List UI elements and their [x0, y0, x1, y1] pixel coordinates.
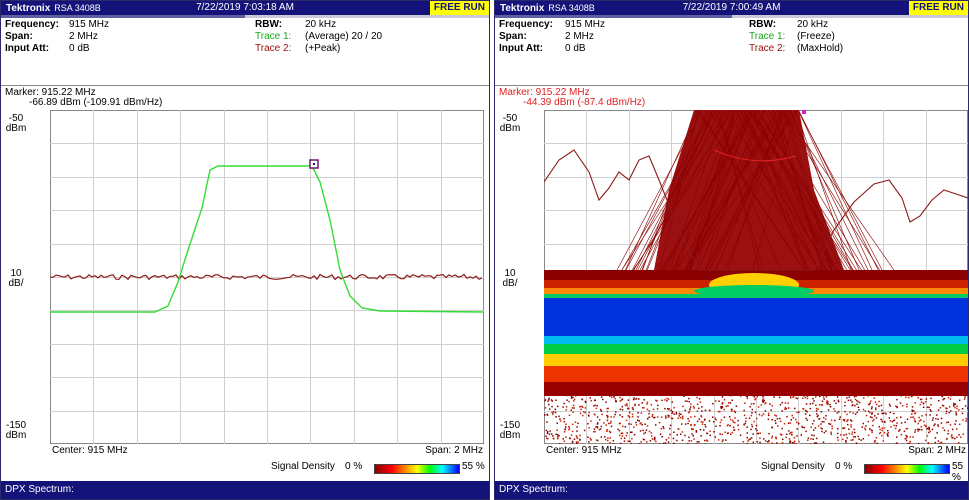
- footer-bar: DPX Spectrum:: [1, 481, 489, 499]
- mid-scale: 10 dB/: [502, 268, 518, 289]
- density-label: Signal Density: [761, 461, 825, 472]
- density-color-bar: [864, 464, 950, 474]
- rbw-value[interactable]: 20 kHz: [797, 19, 829, 30]
- spectrum-panel-right: Tektronix RSA 3408B 7/22/2019 7:00:49 AM …: [494, 0, 969, 500]
- rbw-value[interactable]: 20 kHz: [305, 19, 337, 30]
- center-frequency-text: Center: 915 MHz: [546, 445, 622, 456]
- trace1-label: Trace 1:: [255, 31, 292, 42]
- marker-readout: Marker: 915.22 MHz -44.39 dBm (-87.4 dBm…: [495, 85, 968, 110]
- trace1-value[interactable]: (Average) 20 / 20: [305, 31, 383, 42]
- trace2-value[interactable]: (MaxHold): [797, 43, 844, 54]
- span-value[interactable]: 2 MHz: [565, 31, 594, 42]
- footer-bar: DPX Spectrum:: [495, 481, 968, 499]
- input-att-label: Input Att:: [5, 43, 50, 54]
- frequency-label: Frequency:: [499, 19, 553, 30]
- density-min: 0 %: [345, 461, 363, 472]
- frequency-axis-row: Center: 915 MHz Span: 2 MHz: [495, 445, 968, 459]
- settings-block: Frequency: 915 MHz Span: 2 MHz Input Att…: [1, 19, 489, 109]
- marker-readout: Marker: 915.22 MHz -66.89 dBm (-109.91 d…: [1, 85, 489, 110]
- center-frequency-text: Center: 915 MHz: [52, 445, 128, 456]
- span-label: Span:: [499, 31, 527, 42]
- title-bar: Tektronix RSA 3408B 7/22/2019 7:03:18 AM …: [1, 1, 489, 15]
- trace2-value[interactable]: (+Peak): [305, 43, 341, 54]
- marker-frequency: Marker: 915.22 MHz: [5, 87, 96, 98]
- model-name: RSA 3408B: [54, 3, 101, 13]
- signal-density-legend: Signal Density 0 % 55 %: [495, 461, 968, 483]
- rbw-label: RBW:: [749, 19, 777, 30]
- model-name: RSA 3408B: [548, 3, 595, 13]
- acquisition-progress: [495, 15, 968, 18]
- run-mode-badge[interactable]: FREE RUN: [908, 1, 968, 15]
- density-label: Signal Density: [271, 461, 335, 472]
- top-scale: -50 dBm: [499, 113, 521, 134]
- marker-level: -66.89 dBm (-109.91 dBm/Hz): [29, 97, 163, 108]
- input-att-value[interactable]: 0 dB: [565, 43, 586, 54]
- run-mode-badge[interactable]: FREE RUN: [429, 1, 489, 15]
- trace2-label: Trace 2:: [749, 43, 786, 54]
- timestamp: 7/22/2019 7:03:18 AM: [196, 2, 294, 13]
- dpx-density-display: [544, 110, 968, 444]
- top-scale: -50 dBm: [5, 113, 27, 134]
- marker-dot: [313, 163, 315, 165]
- trace2-label: Trace 2:: [255, 43, 292, 54]
- signal-density-legend: Signal Density 0 % 55 %: [1, 461, 489, 477]
- density-min: 0 %: [835, 461, 853, 472]
- density-max: 55 %: [952, 461, 964, 483]
- brand: Tektronix RSA 3408B: [6, 3, 101, 14]
- frequency-value[interactable]: 915 MHz: [69, 19, 110, 30]
- span-text: Span: 2 MHz: [908, 445, 966, 456]
- freeze-trace-segment: [713, 149, 797, 162]
- marker-level: -44.39 dBm (-87.4 dBm/Hz): [523, 97, 646, 108]
- frequency-value[interactable]: 915 MHz: [565, 19, 606, 30]
- maxhold-trace: [544, 149, 968, 271]
- input-att-value[interactable]: 0 dB: [69, 43, 90, 54]
- spectrum-graticule: [50, 110, 484, 444]
- spectrum-panel-left: Tektronix RSA 3408B 7/22/2019 7:03:18 AM …: [0, 0, 490, 500]
- average-trace: [50, 165, 484, 313]
- marker-square-icon[interactable]: [802, 110, 806, 114]
- settings-block: Frequency: 915 MHz Span: 2 MHz Input Att…: [495, 19, 968, 109]
- trace1-value[interactable]: (Freeze): [797, 31, 835, 42]
- title-bar: Tektronix RSA 3408B 7/22/2019 7:00:49 AM …: [495, 1, 968, 15]
- mid-scale: 10 dB/: [8, 268, 24, 289]
- span-text: Span: 2 MHz: [425, 445, 483, 456]
- marker-frequency: Marker: 915.22 MHz: [499, 87, 590, 98]
- dpx-spectrum-plot[interactable]: [544, 110, 968, 444]
- frequency-axis-row: Center: 915 MHz Span: 2 MHz: [1, 445, 489, 459]
- spectrum-plot[interactable]: [50, 110, 484, 444]
- peak-trace: [50, 273, 483, 281]
- bottom-scale: -150 dBm: [499, 420, 521, 441]
- input-att-label: Input Att:: [499, 43, 544, 54]
- span-value[interactable]: 2 MHz: [69, 31, 98, 42]
- timestamp: 7/22/2019 7:00:49 AM: [682, 2, 781, 13]
- brand: Tektronix RSA 3408B: [500, 3, 595, 14]
- frequency-label: Frequency:: [5, 19, 59, 30]
- bottom-scale: -150 dBm: [5, 420, 27, 441]
- density-max: 55 %: [462, 461, 485, 472]
- density-color-bar: [374, 464, 460, 474]
- rbw-label: RBW:: [255, 19, 283, 30]
- trace1-label: Trace 1:: [749, 31, 786, 42]
- acquisition-progress: [1, 15, 489, 18]
- span-label: Span:: [5, 31, 33, 42]
